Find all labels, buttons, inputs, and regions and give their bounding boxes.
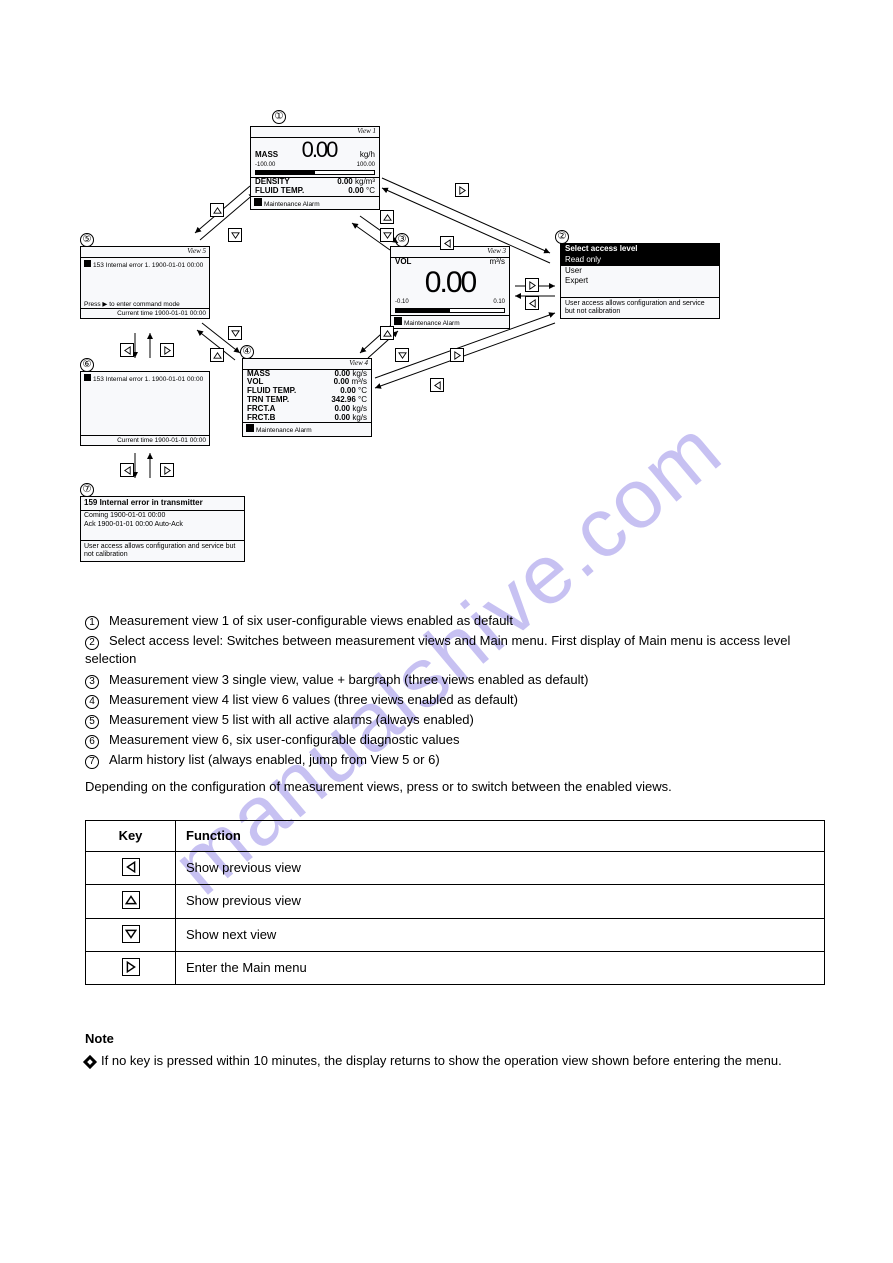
down-key-icon <box>228 326 242 340</box>
panel-view3: View 3 VOLm³/s 0.00 -0.100.10 Maintenanc… <box>390 246 510 329</box>
label-5: ⑤ <box>80 231 94 247</box>
table-row: Enter the Main menu <box>86 951 825 984</box>
panel7-coming: Coming 1900-01-01 00:00 <box>81 511 244 521</box>
panel5-title: View 5 <box>81 247 209 258</box>
panel5-hint: Press ▶ to enter command mode <box>81 301 209 308</box>
table-row: Show previous view <box>86 852 825 885</box>
panel7-header: 159 Internal error in transmitter <box>81 497 244 511</box>
panel-view4: View 4 MASS0.00 kg/sVOL0.00 m³/sFLUID TE… <box>242 358 372 437</box>
panel3-range-hi: 0.10 <box>493 299 505 306</box>
table-header-key: Key <box>86 821 176 852</box>
label-1: ① <box>272 108 286 124</box>
legend-item: 3Measurement view 3 single view, value +… <box>85 671 825 689</box>
key-function-table: KeyFunctionShow previous viewShow previo… <box>85 820 825 985</box>
key-desc: Show next view <box>176 918 825 951</box>
left-key-icon <box>122 858 140 876</box>
label-6: ⑥ <box>80 356 94 372</box>
panel-view7: 159 Internal error in transmitter Coming… <box>80 496 245 562</box>
navigation-diagram: ① ② ③ ④ ⑤ ⑥ ⑦ View 1 MASS 0.00 kg/h -100… <box>80 108 820 588</box>
left-key-icon <box>430 378 444 392</box>
panel4-row: FRCT.B0.00 kg/s <box>243 414 371 423</box>
panel1-mass-unit: kg/h <box>360 151 375 160</box>
left-key-icon <box>120 343 134 357</box>
right-key-icon <box>450 348 464 362</box>
legend-item: 7Alarm history list (always enabled, jum… <box>85 751 825 769</box>
up-key-icon <box>210 203 224 217</box>
panel7-hint: User access allows configuration and ser… <box>81 540 244 560</box>
note-block: Note If no key is pressed within 10 minu… <box>85 1030 825 1070</box>
key-desc: Show previous view <box>176 885 825 918</box>
panel7-ack: Ack 1900-01-01 00:00 Auto-Ack <box>81 520 244 530</box>
panel2-opt-readonly[interactable]: Read only <box>561 255 719 266</box>
down-key-icon <box>380 228 394 242</box>
panel1-temp-label: FLUID TEMP. <box>255 187 304 196</box>
panel5-footer: Current time 1900-01-01 00:00 <box>81 308 209 318</box>
panel4-rows: MASS0.00 kg/sVOL0.00 m³/sFLUID TEMP.0.00… <box>243 370 371 423</box>
legend-list: 1Measurement view 1 of six user-configur… <box>85 610 825 772</box>
panel1-bargraph <box>255 170 375 175</box>
legend-item: 4Measurement view 4 list view 6 values (… <box>85 691 825 709</box>
up-key-icon <box>380 210 394 224</box>
panel-view1: View 1 MASS 0.00 kg/h -100.00100.00 DENS… <box>250 126 380 210</box>
note-text: If no key is pressed within 10 minutes, … <box>101 1053 782 1068</box>
left-key-icon <box>120 463 134 477</box>
right-key-icon <box>122 958 140 976</box>
key-desc: Enter the Main menu <box>176 951 825 984</box>
legend-item: 2Select access level: Switches between m… <box>85 632 825 668</box>
panel6-footer: Current time 1900-01-01 00:00 <box>81 435 209 445</box>
up-key-icon <box>122 891 140 909</box>
left-key-icon <box>525 296 539 310</box>
panel1-mass-label: MASS <box>255 151 278 160</box>
up-key-icon <box>210 348 224 362</box>
panel3-bargraph <box>395 308 505 313</box>
legend-item: 1Measurement view 1 of six user-configur… <box>85 612 825 630</box>
label-2: ② <box>555 228 569 244</box>
switch-paragraph: Depending on the configuration of measur… <box>85 778 825 796</box>
panel3-status: Maintenance Alarm <box>391 315 509 328</box>
diamond-icon <box>83 1055 97 1069</box>
key-desc: Show previous view <box>176 852 825 885</box>
panel2-hint: User access allows configuration and ser… <box>561 297 719 317</box>
panel2-opt-expert[interactable]: Expert <box>561 276 719 287</box>
left-key-icon <box>440 236 454 250</box>
panel2-opt-user[interactable]: User <box>561 266 719 277</box>
panel3-range-lo: -0.10 <box>395 299 409 306</box>
legend-item: 5Measurement view 5 list with all active… <box>85 711 825 729</box>
down-key-icon <box>228 228 242 242</box>
label-7: ⑦ <box>80 481 94 497</box>
panel1-range-lo: -100.00 <box>255 162 275 169</box>
table-row: Show next view <box>86 918 825 951</box>
panel4-status: Maintenance Alarm <box>243 422 371 435</box>
panel2-header: Select access level <box>561 244 719 255</box>
legend-item: 6Measurement view 6, six user-configurab… <box>85 731 825 749</box>
panel6-line: 153 Internal error 1. 1900-01-01 00:00 <box>81 372 209 385</box>
table-header-function: Function <box>176 821 825 852</box>
table-row: Show previous view <box>86 885 825 918</box>
right-key-icon <box>525 278 539 292</box>
panel-access-level: Select access level Read only User Exper… <box>560 243 720 319</box>
panel1-range-hi: 100.00 <box>357 162 375 169</box>
panel1-mass-value: 0.00 <box>302 138 337 162</box>
label-4: ④ <box>240 343 254 359</box>
panel-view5: View 5 153 Internal error 1. 1900-01-01 … <box>80 246 210 319</box>
panel5-line: 153 Internal error 1. 1900-01-01 00:00 <box>81 258 209 271</box>
panel-view6: 153 Internal error 1. 1900-01-01 00:00 C… <box>80 371 210 446</box>
down-key-icon <box>395 348 409 362</box>
up-key-icon <box>380 326 394 340</box>
panel1-temp-unit: °C <box>366 186 375 195</box>
label-3: ③ <box>395 231 409 247</box>
panel1-status: Maintenance Alarm <box>251 196 379 209</box>
panel1-density-unit: kg/m³ <box>355 177 375 186</box>
right-key-icon <box>160 343 174 357</box>
right-key-icon <box>160 463 174 477</box>
panel1-density-value: 0.00 <box>337 177 353 186</box>
panel3-unit: m³/s <box>489 258 505 267</box>
panel1-temp-value: 0.00 <box>348 186 364 195</box>
down-key-icon <box>122 925 140 943</box>
right-key-icon <box>455 183 469 197</box>
panel3-value: 0.00 <box>391 266 509 299</box>
panel3-label: VOL <box>395 258 411 267</box>
